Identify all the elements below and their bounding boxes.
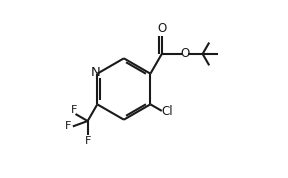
Text: O: O bbox=[157, 22, 166, 35]
Text: Cl: Cl bbox=[161, 105, 173, 118]
Text: F: F bbox=[71, 105, 77, 115]
Text: N: N bbox=[91, 66, 101, 79]
Text: O: O bbox=[181, 48, 190, 61]
Text: F: F bbox=[84, 136, 91, 146]
Text: F: F bbox=[65, 121, 72, 131]
